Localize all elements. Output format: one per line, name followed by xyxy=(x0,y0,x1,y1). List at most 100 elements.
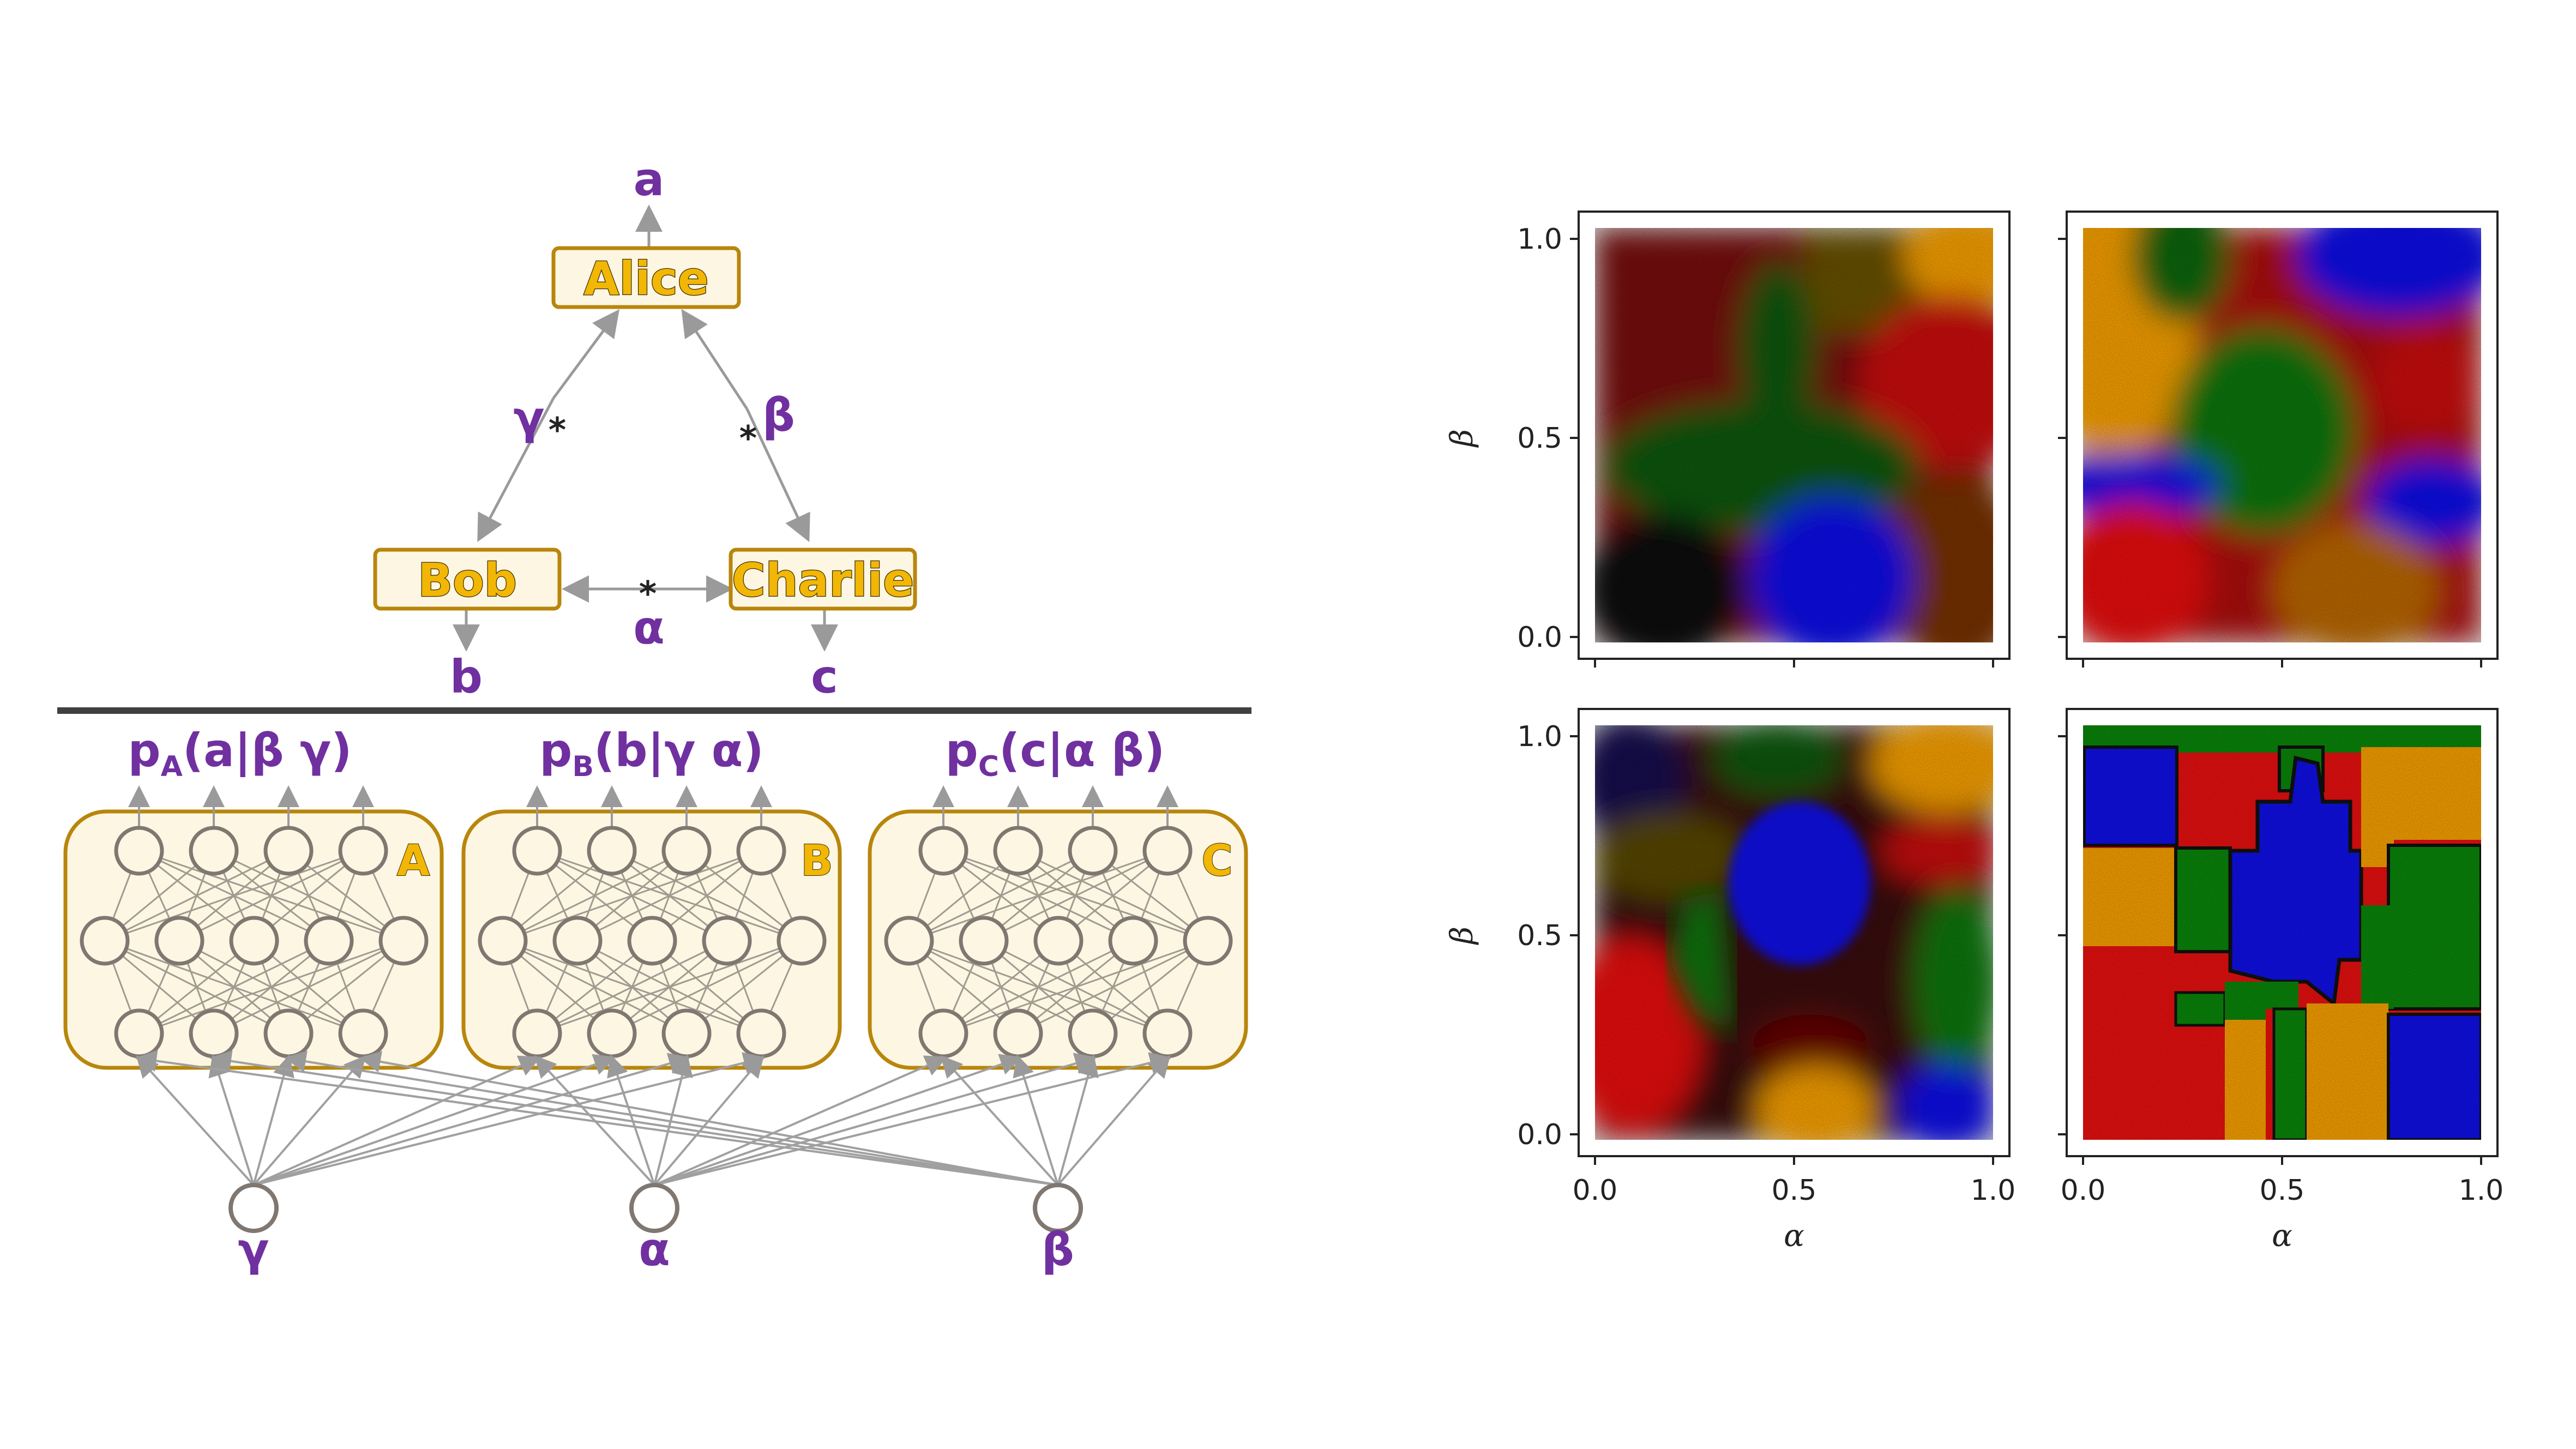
source-beta-marker: * xyxy=(739,418,757,458)
distribution-c: pC(c|α β) xyxy=(946,724,1165,783)
y-tick-label: 0.5 xyxy=(1517,919,1562,952)
neuron xyxy=(918,826,968,876)
y-axis-label: β xyxy=(1445,927,1480,945)
neuron xyxy=(736,1008,786,1059)
neuron xyxy=(959,916,1009,966)
source-alpha-marker: * xyxy=(639,574,657,614)
neuron xyxy=(189,826,239,876)
neuron xyxy=(263,826,314,876)
distribution-a: pA(a|β γ) xyxy=(128,724,352,783)
input-label-alpha: α xyxy=(639,1223,670,1276)
plot-bottom-left xyxy=(1578,708,2011,1157)
input-label-beta: β xyxy=(1042,1223,1074,1276)
x-axis-label: α xyxy=(2272,1218,2292,1254)
neuron xyxy=(552,916,603,966)
neuron xyxy=(114,826,164,876)
neuron xyxy=(627,916,677,966)
plot-top-left xyxy=(1578,211,2011,660)
alice-node: Alice xyxy=(551,246,741,309)
neuron xyxy=(338,1008,388,1059)
triangle-network: Alice Bob Charlie a b c γ * β * α * xyxy=(373,153,917,704)
network-box-a xyxy=(63,785,444,1070)
x-tick-label: 1.0 xyxy=(1971,1174,2016,1207)
neuron xyxy=(777,916,827,966)
x-tick-label: 1.0 xyxy=(2459,1174,2504,1207)
y-axis-label: β xyxy=(1445,429,1480,448)
y-tick-label: 0.5 xyxy=(1517,422,1562,455)
neuron xyxy=(154,916,204,966)
plot-bottom-right xyxy=(2066,708,2499,1157)
neuron xyxy=(1183,916,1233,966)
network-box-c xyxy=(868,785,1248,1070)
plot-axes: 0.0 0.5 1.0 β 0.0 0.0 0.5 0.5 1.0 1.0 β α 0.0 0.5 1.0 α xyxy=(1445,223,2503,1254)
network-box-b xyxy=(461,785,842,1070)
output-b: b xyxy=(450,650,483,704)
plot-top-left-image xyxy=(1595,228,1993,642)
source-gamma-label: γ xyxy=(513,391,544,444)
bob-label: Bob xyxy=(418,554,517,607)
neuron xyxy=(1108,916,1158,966)
neuron xyxy=(1033,916,1084,966)
neuron xyxy=(229,916,279,966)
plot-top-right-image xyxy=(2083,228,2481,642)
box-letter-a: A xyxy=(397,837,430,886)
charlie-node: Charlie xyxy=(729,548,917,611)
neuron xyxy=(263,1008,314,1059)
plot-bottom-right-image xyxy=(2083,725,2481,1140)
x-axis-label: α xyxy=(1784,1218,1804,1254)
input-node-beta xyxy=(1033,1183,1083,1233)
neuron xyxy=(378,916,429,966)
charlie-label: Charlie xyxy=(732,554,914,607)
distribution-labels: pA(a|β γ) pB(b|γ α) pC(c|α β) xyxy=(128,724,1165,783)
neuron xyxy=(189,1008,239,1059)
plot-top-right xyxy=(2066,211,2499,660)
neuron xyxy=(1142,826,1193,876)
distribution-b: pB(b|γ α) xyxy=(539,724,764,783)
neuron xyxy=(587,1008,637,1059)
input-label-gamma: γ xyxy=(238,1223,269,1276)
y-tick-label: 1.0 xyxy=(1517,223,1562,256)
network-inputs xyxy=(135,1050,1172,1233)
plot-bottom-left-image xyxy=(1595,725,1993,1140)
neuron xyxy=(993,1008,1043,1059)
neuron xyxy=(478,916,528,966)
output-a: a xyxy=(634,153,665,206)
x-tick-label: 0.5 xyxy=(1772,1174,1817,1207)
neuron xyxy=(114,1008,164,1059)
neuron xyxy=(884,916,934,966)
alice-label: Alice xyxy=(583,252,708,305)
y-tick-label: 0.0 xyxy=(1517,1119,1562,1151)
box-letter-b: B xyxy=(801,837,833,886)
box-letter-c: C xyxy=(1201,837,1232,886)
neuron xyxy=(661,826,712,876)
neuron xyxy=(304,916,354,966)
neuron xyxy=(512,826,562,876)
neuron xyxy=(661,1008,712,1059)
input-node-alpha xyxy=(629,1183,679,1233)
neuron xyxy=(1068,1008,1118,1059)
x-tick-label: 0.5 xyxy=(2260,1174,2305,1207)
neuron xyxy=(918,1008,968,1059)
y-tick-label: 0.0 xyxy=(1517,621,1562,654)
input-node-gamma xyxy=(228,1183,279,1233)
output-c: c xyxy=(811,650,838,704)
source-beta-label: β xyxy=(762,388,795,442)
neuron xyxy=(993,826,1043,876)
neuron xyxy=(1142,1008,1193,1059)
source-gamma-marker: * xyxy=(549,410,566,450)
bob-node: Bob xyxy=(373,548,562,611)
neuron xyxy=(736,826,786,876)
x-tick-label: 0.0 xyxy=(1573,1174,1618,1207)
neuron xyxy=(512,1008,562,1059)
neuron xyxy=(80,916,130,966)
y-tick-label: 1.0 xyxy=(1517,720,1562,753)
neuron xyxy=(338,826,388,876)
neuron xyxy=(702,916,752,966)
source-alpha-label: α xyxy=(633,601,665,654)
neuron xyxy=(587,826,637,876)
network-boxes xyxy=(63,785,1248,1070)
x-tick-label: 0.0 xyxy=(2061,1174,2106,1207)
neural-network: pA(a|β γ) pB(b|γ α) pC(c|α β) A B C γ α … xyxy=(63,724,1248,1276)
neuron xyxy=(1068,826,1118,876)
